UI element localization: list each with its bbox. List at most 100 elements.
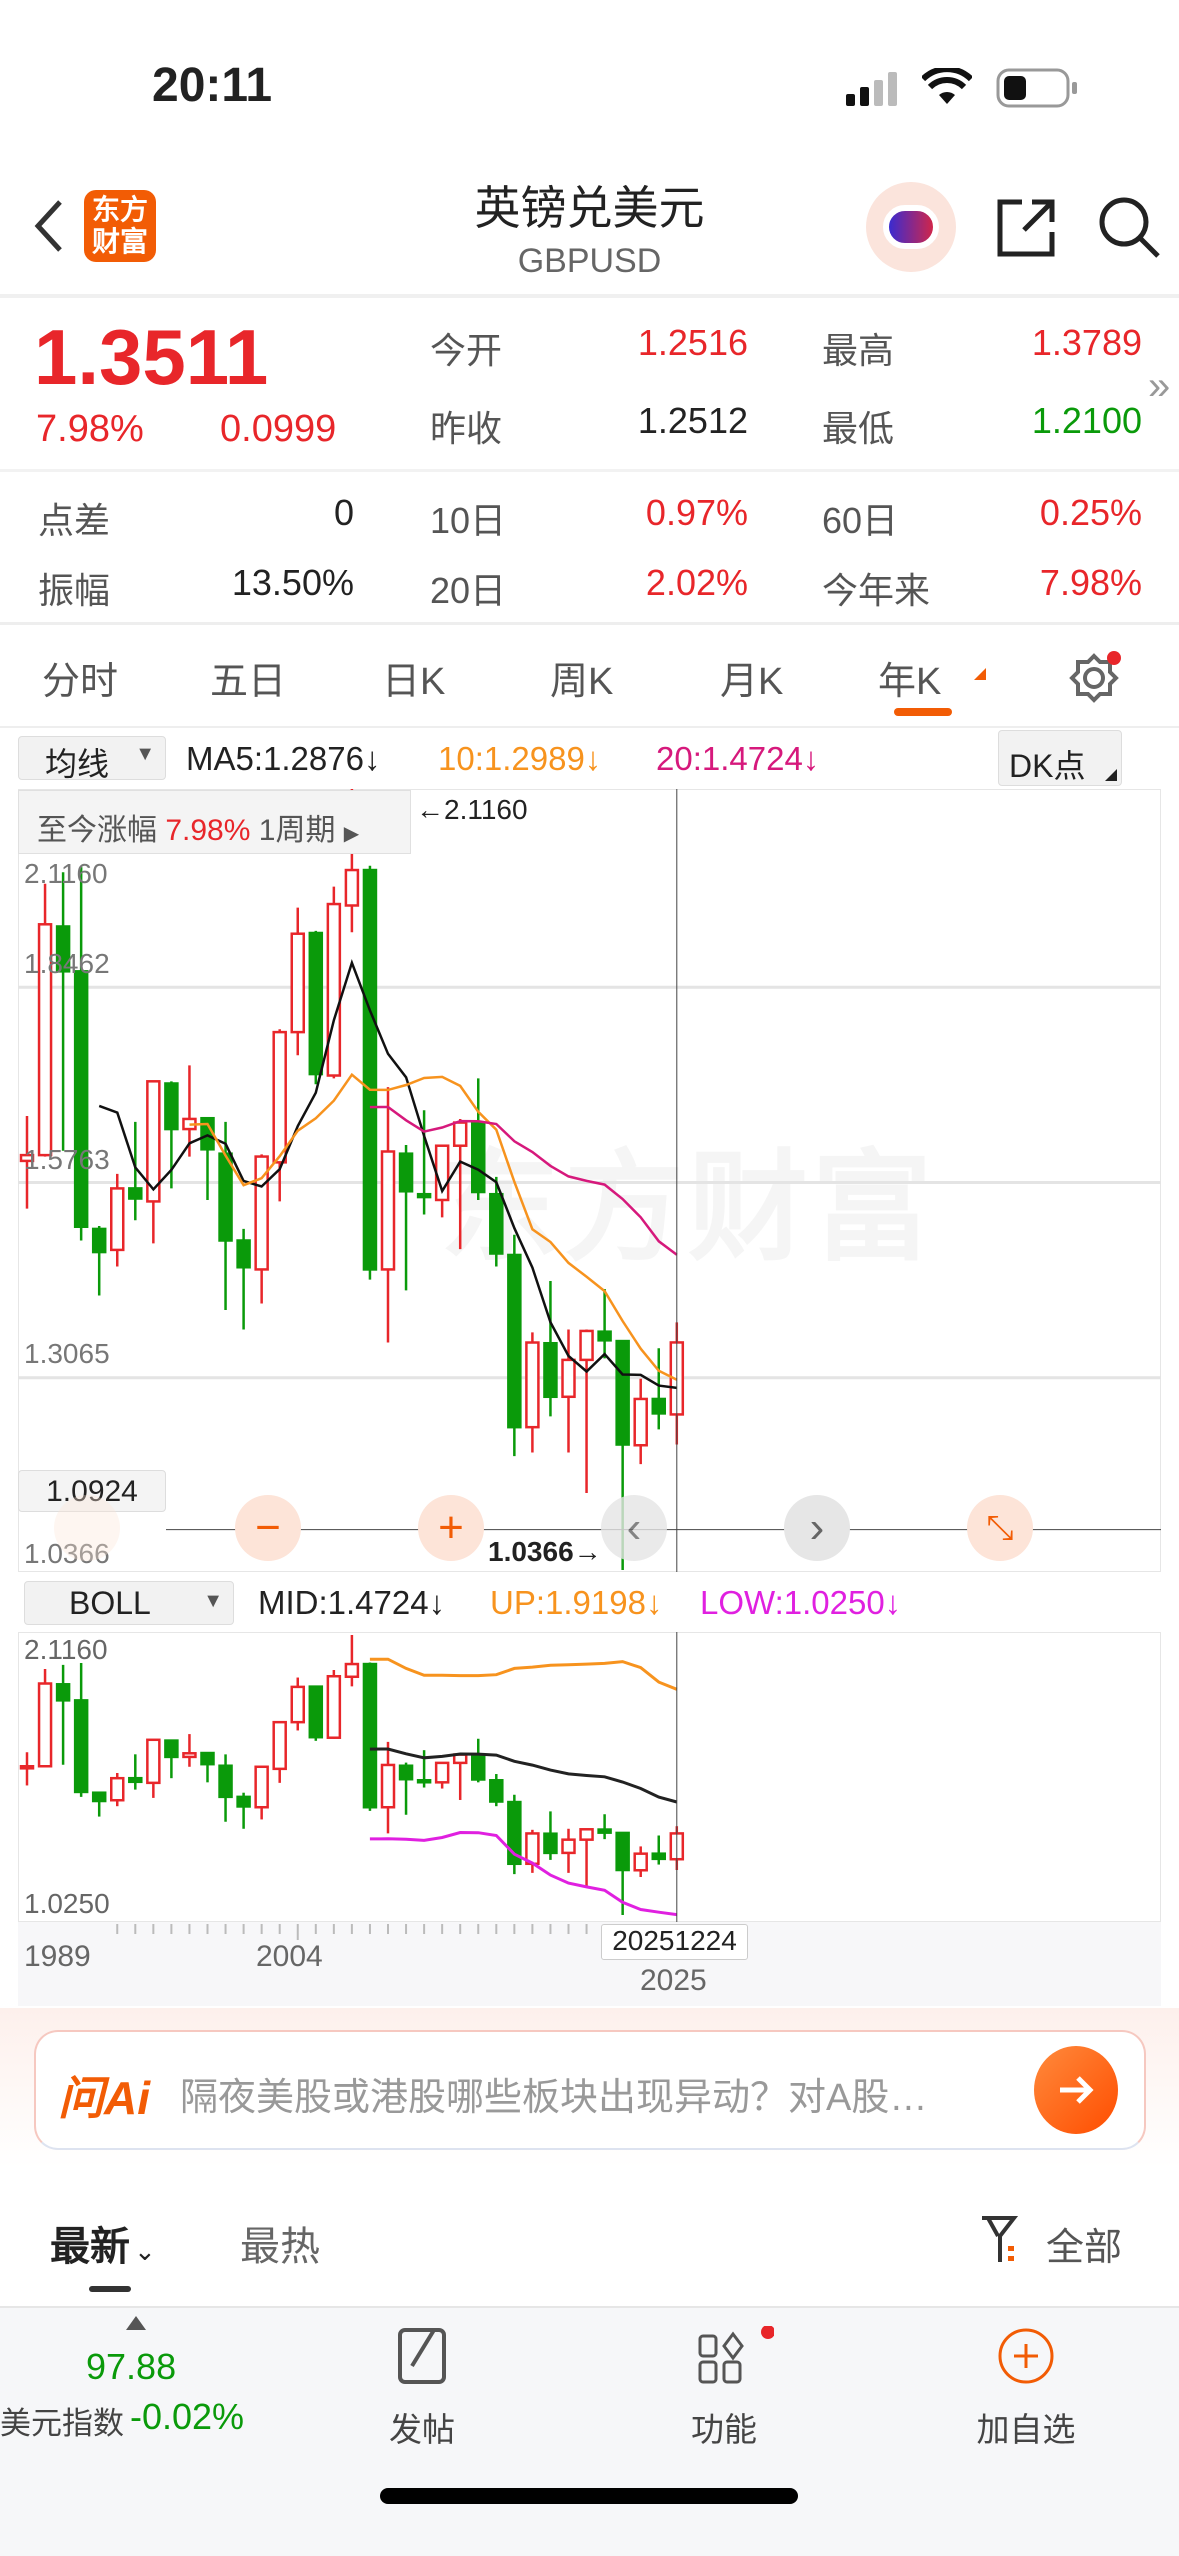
candle-body-2005	[308, 1685, 324, 1739]
candle-body-2017	[525, 1832, 540, 1866]
zoom-out-button[interactable]: −	[235, 1495, 301, 1561]
candle-body-2023	[633, 1397, 648, 1447]
axis-label: 1.3065	[24, 1338, 110, 1369]
search-icon[interactable]	[1096, 194, 1162, 265]
ai-logo: 问Ai	[58, 2072, 150, 2124]
candle-body-2007	[344, 1662, 360, 1679]
feed-tab-hot[interactable]: 最热	[240, 2225, 320, 2269]
ai-robot-avatar[interactable]	[866, 182, 956, 272]
candle-body-2005	[308, 931, 324, 1076]
x-label-2025: 2025	[640, 1964, 707, 1997]
candle-body-2024	[651, 1397, 666, 1415]
d20-value: 2.02%	[645, 562, 748, 603]
indicator-select-ma[interactable]: 均线 ▼	[18, 736, 166, 782]
tab-weekly-k[interactable]: 周K	[550, 661, 614, 703]
d10-value: 0.97%	[645, 492, 748, 533]
ma5-line	[98, 958, 677, 1390]
scroll-left-button[interactable]: ‹	[601, 1495, 667, 1561]
candle-body-2007	[344, 868, 360, 907]
tab-yearly-k[interactable]: 年K	[878, 661, 942, 703]
usd-index-label[interactable]: 美元指数	[0, 2406, 124, 2441]
low-value: 1.2100	[1031, 400, 1142, 441]
indicator-select-boll[interactable]: BOLL ▼	[24, 1581, 234, 1625]
boll-mid-value: MID:1.4724↓	[258, 1584, 446, 1621]
boll-low-line	[369, 1830, 677, 1917]
fullscreen-button[interactable]: ⤡	[967, 1495, 1033, 1561]
candle-body-1992	[73, 1699, 89, 1794]
candlestick-chart-frame[interactable]	[18, 789, 1161, 1572]
usd-index-value[interactable]: 97.88	[86, 2346, 177, 2387]
high-marker-label: ←2.1160	[416, 794, 528, 825]
post-button[interactable]: 发帖	[372, 2326, 472, 2451]
tab-five-day[interactable]: 五日	[210, 661, 287, 703]
feed-tab-latest[interactable]: 最新 ⌄	[50, 2214, 156, 2272]
candle-body-1995	[128, 1776, 143, 1784]
candle-body-2001	[236, 1239, 251, 1269]
filter-all[interactable]: 全部	[1046, 2227, 1123, 2269]
candle-body-2022	[615, 1339, 630, 1446]
ai-question-placeholder[interactable]: 隔夜美股或港股哪些板块出现异动？对A股…	[180, 2077, 928, 2119]
d60-label: 60日	[822, 500, 899, 541]
candle-body-2014	[471, 1753, 486, 1781]
indicator-select-label: BOLL	[69, 1585, 151, 1621]
boll-chart[interactable]	[0, 1632, 1179, 1922]
boll-axis-bottom: 1.0250	[24, 1888, 110, 1919]
scroll-right-button[interactable]: ›	[784, 1495, 850, 1561]
candle-body-1991	[55, 925, 71, 973]
open-label: 今开	[430, 330, 503, 371]
candle-body-1991	[55, 1683, 71, 1702]
candle-body-2019	[561, 1358, 576, 1399]
chevron-right-icon: ›	[809, 1503, 825, 1552]
tab-monthly-k[interactable]: 月K	[720, 661, 784, 703]
d10-label: 10日	[430, 500, 507, 541]
wifi-icon	[920, 66, 974, 111]
tab-daily-k[interactable]: 日K	[382, 661, 446, 703]
candle-body-2009	[380, 1150, 396, 1271]
page-title: 英镑兑美元	[474, 182, 705, 234]
candle-body-2012	[434, 1761, 450, 1784]
add-watchlist-button[interactable]: 加自选	[976, 2326, 1076, 2451]
back-button[interactable]	[28, 196, 68, 261]
candle-body-2004	[290, 932, 305, 1034]
ma10-value: 10:1.2989↓	[438, 740, 602, 777]
bottom-bar	[0, 2306, 1179, 2556]
filter-icon[interactable]	[980, 2216, 1020, 2271]
candle-body-1990	[37, 923, 53, 1157]
candle-body-2017	[525, 1341, 540, 1429]
change-percent: 7.98%	[36, 408, 144, 450]
open-value: 1.2516	[637, 322, 748, 363]
low-label: 最低	[822, 408, 895, 449]
candle-body-1994	[110, 1187, 125, 1252]
ai-send-button[interactable]	[1034, 2046, 1118, 2134]
dk-point-button[interactable]: DK点	[998, 730, 1122, 786]
zoom-in-button[interactable]: +	[418, 1495, 484, 1561]
candle-body-1993	[91, 1227, 107, 1254]
corner-triangle-icon	[1105, 769, 1117, 781]
ytd-value: 7.98%	[1039, 562, 1142, 603]
candle-body-2024	[651, 1852, 666, 1861]
candlestick-chart[interactable]	[0, 789, 1179, 1572]
boll-up-value: UP:1.9198↓	[490, 1584, 663, 1621]
app-logo: 东方财富	[84, 190, 156, 262]
feed-tab-latest-label: 最新	[50, 2225, 130, 2269]
tab-intraday[interactable]: 分时	[42, 661, 119, 703]
ai-question-input[interactable]	[34, 2030, 1146, 2150]
chart-settings-gear-icon[interactable]	[1068, 650, 1122, 709]
share-icon[interactable]	[994, 196, 1058, 265]
d20-label: 20日	[430, 570, 507, 611]
x-axis-area	[18, 1922, 1161, 2006]
usd-index-change: -0.02%	[130, 2396, 245, 2437]
d60-value: 0.25%	[1039, 492, 1142, 533]
period-change-box[interactable]: 至今涨幅 7.98% 1周期 ▶	[18, 790, 411, 854]
candle-body-2023	[633, 1852, 648, 1872]
candle-body-1997	[164, 1082, 179, 1131]
candle-body-1993	[91, 1791, 107, 1803]
boll-low-value: LOW:1.0250↓	[700, 1584, 902, 1621]
spread-label: 点差	[38, 500, 111, 541]
candle-body-2018	[543, 1341, 558, 1399]
boll-chart-frame	[18, 1632, 1161, 1922]
expand-quote-icon[interactable]: »	[1148, 364, 1171, 408]
prev-close-label: 昨收	[430, 408, 503, 449]
functions-button[interactable]: 功能	[674, 2325, 775, 2451]
change-value: 0.0999	[220, 408, 337, 450]
